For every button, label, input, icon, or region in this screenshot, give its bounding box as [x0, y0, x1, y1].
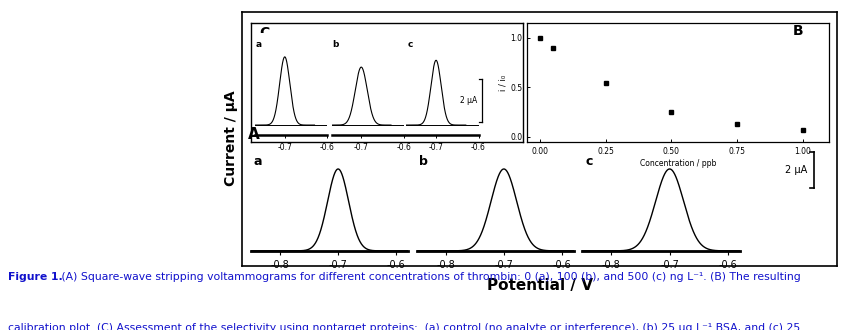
Text: 2 μA: 2 μA — [461, 96, 478, 105]
Text: C: C — [259, 26, 269, 40]
Text: b: b — [332, 40, 339, 49]
Text: c: c — [585, 155, 592, 168]
Text: A: A — [248, 127, 260, 142]
Text: calibration plot. (C) Assessment of the selectivity using nontarget proteins:  (: calibration plot. (C) Assessment of the … — [8, 323, 801, 330]
X-axis label: Concentration / ppb: Concentration / ppb — [640, 158, 716, 168]
Y-axis label: Current / μA: Current / μA — [224, 91, 238, 186]
Text: c: c — [407, 40, 412, 49]
Text: 2 μA: 2 μA — [785, 165, 808, 175]
Text: B: B — [792, 24, 803, 38]
Text: Potential / V: Potential / V — [487, 278, 592, 293]
Text: b: b — [419, 155, 428, 168]
Text: a: a — [253, 155, 262, 168]
Text: a: a — [256, 40, 262, 49]
Text: Figure 1.: Figure 1. — [8, 272, 63, 282]
Text: (A) Square-wave stripping voltammograms for different concentrations of thrombin: (A) Square-wave stripping voltammograms … — [58, 272, 801, 282]
Y-axis label: i / i₀: i / i₀ — [498, 74, 507, 91]
